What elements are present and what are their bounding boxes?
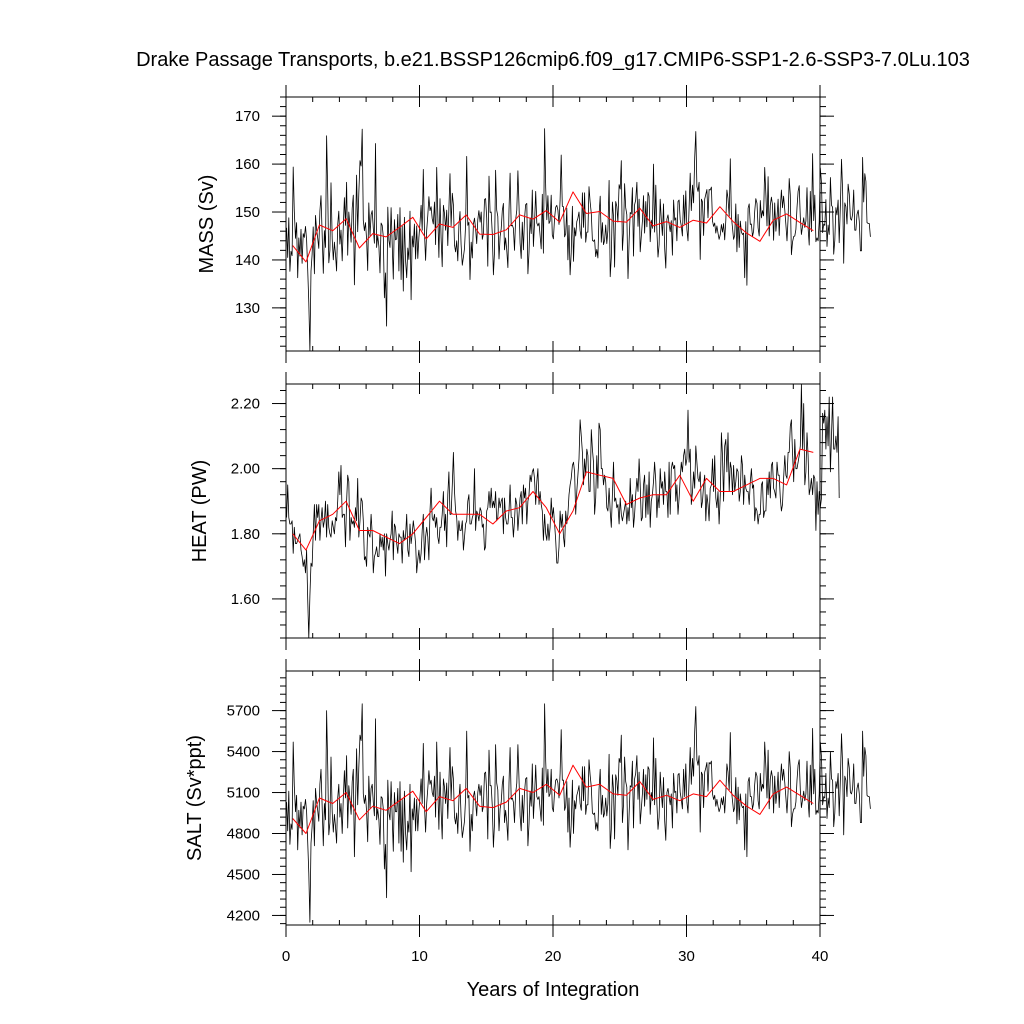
salt-y-tick-label: 4500 bbox=[227, 866, 260, 883]
salt-monthly-line bbox=[286, 703, 871, 923]
panel-mass-frame bbox=[285, 96, 821, 352]
panel-heat: 1.60 1.80 2.00 2.20 HEAT (PW) bbox=[189, 372, 840, 650]
mass-y-tick-label: 130 bbox=[235, 300, 260, 317]
salt-y-tick-label: 5400 bbox=[227, 744, 260, 761]
heat-annual-mean-line bbox=[292, 448, 814, 551]
heat-y-tick-label: 1.80 bbox=[231, 526, 260, 543]
x-tick-label: 10 bbox=[411, 948, 428, 965]
panel-salt-frame bbox=[285, 670, 821, 926]
panel-heat-frame bbox=[285, 383, 821, 639]
salt-y-tick-label: 5100 bbox=[227, 785, 260, 802]
mass-monthly-line bbox=[286, 128, 871, 352]
chart-title: Drake Passage Transports, b.e21.BSSP126c… bbox=[136, 49, 970, 71]
x-axis-label: Years of Integration bbox=[467, 979, 640, 1001]
x-tick-label: 20 bbox=[545, 948, 562, 965]
salt-y-tick-label: 4200 bbox=[227, 907, 260, 924]
panel-salt: 4200 4500 4800 5100 5400 5700 0 10 20 30 40 SALT (… bbox=[184, 659, 871, 965]
salt-y-tick-label: 5700 bbox=[227, 703, 260, 720]
x-tick-label: 40 bbox=[812, 948, 829, 965]
mass-y-tick-label: 140 bbox=[235, 252, 260, 269]
mass-y-tick-label: 170 bbox=[235, 108, 260, 125]
salt-y-tick-label: 4800 bbox=[227, 826, 260, 843]
panel-mass: 130 140 150 160 170 MASS (Sv) bbox=[196, 85, 871, 363]
salt-annual-mean-line bbox=[292, 764, 814, 834]
heat-monthly-line bbox=[286, 383, 840, 639]
salt-y-axis-label: SALT (Sv*ppt) bbox=[184, 735, 206, 861]
heat-y-tick-label: 2.00 bbox=[231, 461, 260, 478]
mass-y-tick-label: 160 bbox=[235, 156, 260, 173]
heat-y-axis-label: HEAT (PW) bbox=[189, 460, 211, 563]
mass-annual-mean-line bbox=[292, 191, 814, 263]
mass-y-axis-label: MASS (Sv) bbox=[196, 175, 218, 274]
mass-y-tick-label: 150 bbox=[235, 204, 260, 221]
x-tick-label: 0 bbox=[282, 948, 290, 965]
heat-y-tick-label: 1.60 bbox=[231, 591, 260, 608]
heat-y-tick-label: 2.20 bbox=[231, 396, 260, 413]
x-tick-label: 30 bbox=[678, 948, 695, 965]
